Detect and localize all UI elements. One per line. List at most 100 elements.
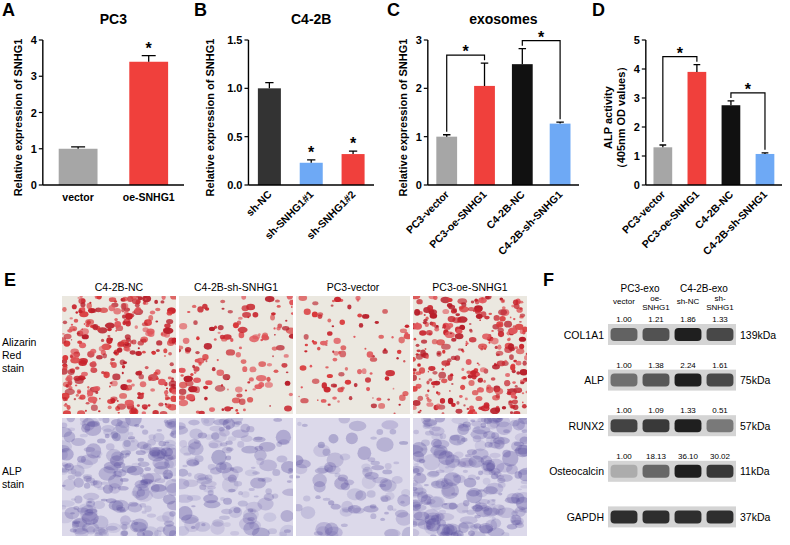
- stain-dot: [62, 479, 75, 491]
- stain-dot: [288, 468, 293, 472]
- x-axis: [428, 184, 579, 185]
- x-tick-label: C4-2B-sh-SNHG1: [495, 188, 564, 257]
- stain-dot: [161, 333, 163, 336]
- stain-dot: [491, 377, 496, 380]
- bar: [436, 137, 457, 185]
- stain-dot: [137, 489, 145, 496]
- stain-dot: [437, 392, 440, 396]
- stain-dot: [300, 365, 307, 370]
- stain-dot: [138, 393, 144, 399]
- stain-dot: [340, 320, 345, 325]
- blot-panel: FPC3-exoC4-2B-exovectoroe-SNHG1sh-NCsh-S…: [543, 270, 776, 527]
- stain-dot: [133, 528, 137, 532]
- column-head: PC3-vector: [327, 281, 380, 293]
- band-value: 1.33: [680, 406, 696, 415]
- stain-dot: [416, 354, 423, 360]
- stain-dot: [497, 345, 501, 350]
- stain-dot: [183, 338, 190, 344]
- stain-dot: [67, 418, 76, 422]
- stain-dot: [138, 347, 140, 349]
- stain-dot: [478, 406, 482, 410]
- band: [675, 328, 702, 341]
- stain-dot: [193, 378, 201, 384]
- stain-dot: [215, 385, 225, 392]
- stain-dot: [123, 297, 128, 302]
- stain-dot: [312, 474, 326, 488]
- stain-dot: [321, 399, 327, 403]
- stain-dot: [148, 404, 151, 406]
- stain-dot: [371, 403, 377, 408]
- stain-dot: [445, 332, 455, 339]
- stain-dot: [222, 408, 225, 411]
- stain-dot: [170, 396, 176, 402]
- stain-dot: [289, 334, 293, 339]
- stain-dot: [300, 398, 308, 403]
- y-tick-label: 1: [634, 150, 640, 162]
- stain-dot: [331, 504, 341, 510]
- stain-dot: [497, 508, 501, 510]
- stain-dot: [77, 340, 82, 344]
- stain-dot: [113, 352, 117, 354]
- stain-dot: [332, 396, 337, 399]
- stain-dot: [475, 502, 487, 509]
- stain-dot: [143, 530, 153, 536]
- stain-dot: [108, 406, 112, 410]
- stain-dot: [250, 477, 266, 488]
- stain-dot: [74, 359, 77, 362]
- stain-dot: [111, 338, 113, 340]
- stain-dot: [109, 386, 111, 388]
- y-tick-label: 3: [416, 34, 422, 46]
- stain-dot: [101, 339, 104, 342]
- stain-dot: [370, 436, 376, 439]
- stain-dot: [522, 402, 523, 404]
- stain-dot: [304, 350, 307, 352]
- stain-dot: [67, 329, 72, 333]
- stain-dot: [198, 362, 201, 366]
- stain-dot: [169, 511, 175, 517]
- stain-dot: [370, 357, 377, 362]
- stain-dot: [428, 378, 432, 381]
- stain-dot: [362, 368, 367, 374]
- stain-dot: [337, 387, 343, 392]
- stain-dot: [249, 377, 254, 381]
- stain-dot: [202, 304, 207, 309]
- stain-dot: [103, 372, 109, 379]
- stain-dot: [224, 406, 231, 411]
- stain-dot: [510, 405, 515, 409]
- stain-dot: [498, 331, 504, 337]
- stain-dot: [125, 347, 130, 351]
- chart-title: PC3: [100, 11, 127, 27]
- stain-dot: [331, 384, 337, 388]
- stain-dot: [289, 475, 293, 479]
- band-value: 2.24: [680, 361, 696, 370]
- stain-dot: [79, 296, 82, 298]
- stain-dot: [508, 400, 513, 406]
- stain-dot: [265, 382, 273, 388]
- stain-dot: [86, 402, 90, 405]
- stain-dot: [515, 324, 523, 330]
- stain-dot: [250, 367, 257, 373]
- stain-dot: [80, 302, 85, 307]
- stain-dot: [87, 526, 96, 534]
- stain-dot: [62, 423, 67, 429]
- stain-dot: [228, 474, 237, 482]
- stain-dot: [398, 404, 400, 406]
- stain-dot: [201, 481, 217, 488]
- stain-dot: [466, 488, 482, 503]
- stain-dot: [391, 336, 393, 338]
- lane-head-line: vector: [613, 297, 635, 306]
- stain-dot: [158, 403, 163, 407]
- stain-dot: [194, 455, 203, 462]
- stain-dot: [179, 395, 185, 400]
- stain-dot: [296, 464, 307, 474]
- stain-dot: [150, 388, 155, 392]
- stain-dot: [203, 419, 209, 424]
- stain-dot: [111, 398, 116, 403]
- stain-dot: [144, 467, 151, 471]
- stain-dot: [117, 342, 124, 347]
- stain-dot: [62, 505, 66, 510]
- image-ground: [413, 418, 527, 536]
- band: [707, 465, 734, 478]
- stain-dot: [156, 340, 162, 345]
- significance: *: [146, 40, 153, 57]
